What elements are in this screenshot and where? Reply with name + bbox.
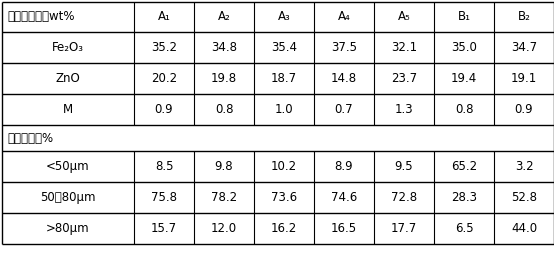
Text: 粒度分布，%: 粒度分布，% [7,131,53,144]
Text: 74.6: 74.6 [331,191,357,204]
Text: M: M [63,103,73,116]
Text: A₄: A₄ [337,11,350,24]
Text: 73.6: 73.6 [271,191,297,204]
Text: B₁: B₁ [458,11,470,24]
Text: 37.5: 37.5 [331,41,357,54]
Text: 35.0: 35.0 [451,41,477,54]
Text: 72.8: 72.8 [391,191,417,204]
Text: 19.8: 19.8 [211,72,237,85]
Text: 催化剂组成，wt%: 催化剂组成，wt% [7,11,74,24]
Text: 35.2: 35.2 [151,41,177,54]
Text: 20.2: 20.2 [151,72,177,85]
Text: 28.3: 28.3 [451,191,477,204]
Text: 0.8: 0.8 [215,103,233,116]
Text: 9.8: 9.8 [215,160,233,173]
Text: 9.5: 9.5 [394,160,413,173]
Text: 0.8: 0.8 [455,103,473,116]
Text: 18.7: 18.7 [271,72,297,85]
Text: 0.7: 0.7 [335,103,353,116]
Text: 23.7: 23.7 [391,72,417,85]
Text: ZnO: ZnO [55,72,80,85]
Text: 8.9: 8.9 [335,160,353,173]
Text: 19.4: 19.4 [451,72,477,85]
Text: Fe₂O₃: Fe₂O₃ [52,41,84,54]
Text: 17.7: 17.7 [391,222,417,235]
Text: 34.7: 34.7 [511,41,537,54]
Text: A₁: A₁ [157,11,171,24]
Text: 0.9: 0.9 [155,103,173,116]
Text: 8.5: 8.5 [155,160,173,173]
Text: B₂: B₂ [517,11,530,24]
Text: 16.2: 16.2 [271,222,297,235]
Text: A₅: A₅ [398,11,411,24]
Text: 78.2: 78.2 [211,191,237,204]
Text: 19.1: 19.1 [511,72,537,85]
Text: 65.2: 65.2 [451,160,477,173]
Text: 6.5: 6.5 [455,222,473,235]
Text: 1.3: 1.3 [394,103,413,116]
Text: 15.7: 15.7 [151,222,177,235]
Text: 75.8: 75.8 [151,191,177,204]
Text: 52.8: 52.8 [511,191,537,204]
Text: >80μm: >80μm [46,222,90,235]
Text: 50～80μm: 50～80μm [40,191,96,204]
Text: 34.8: 34.8 [211,41,237,54]
Text: A₂: A₂ [218,11,230,24]
Text: 16.5: 16.5 [331,222,357,235]
Text: 12.0: 12.0 [211,222,237,235]
Text: <50μm: <50μm [46,160,90,173]
Text: 44.0: 44.0 [511,222,537,235]
Text: 1.0: 1.0 [275,103,293,116]
Text: A₃: A₃ [278,11,290,24]
Text: 10.2: 10.2 [271,160,297,173]
Text: 35.4: 35.4 [271,41,297,54]
Text: 0.9: 0.9 [515,103,534,116]
Text: 14.8: 14.8 [331,72,357,85]
Text: 3.2: 3.2 [515,160,534,173]
Text: 32.1: 32.1 [391,41,417,54]
